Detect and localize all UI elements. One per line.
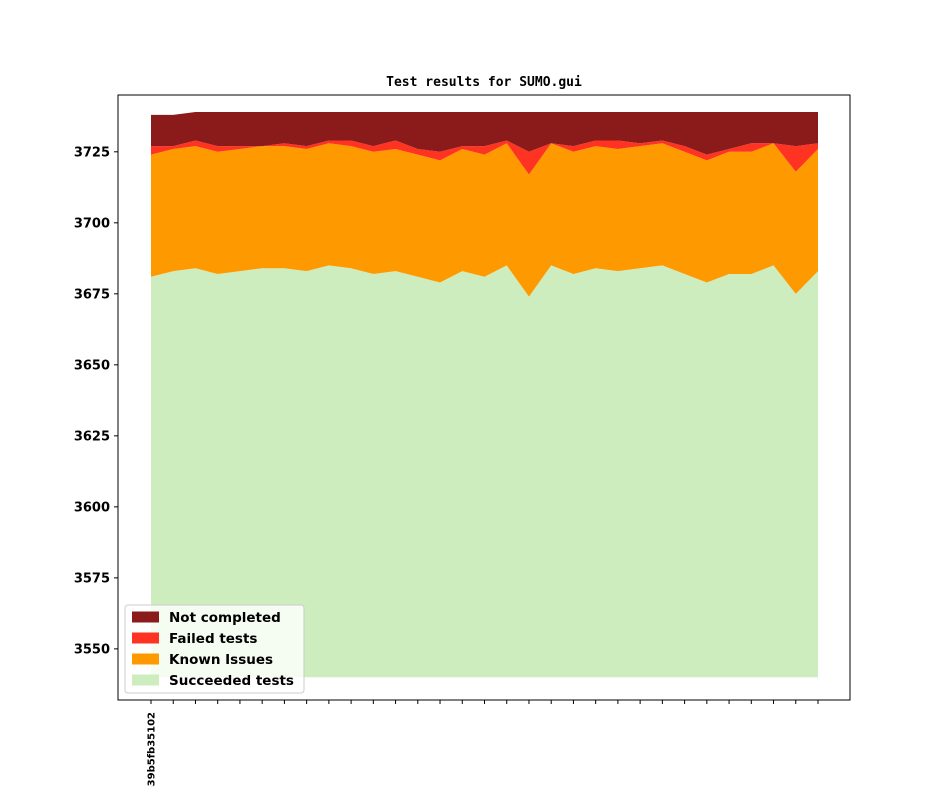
legend-swatch [132, 674, 159, 686]
y-tick-label: 3675 [74, 287, 110, 302]
legend-label: Failed tests [169, 631, 257, 647]
x-tick-label: -39b5fb35102 [147, 712, 158, 787]
chart-title: Test results for SUMO.gui [386, 75, 582, 90]
plot-frame [117, 94, 851, 701]
y-tick-label: 3550 [74, 642, 110, 657]
legend-swatch [132, 611, 159, 623]
y-axis: 3550 3575 3600 3625 3650 3675 3700 3725 [74, 145, 118, 657]
y-tick-label: 3600 [74, 500, 110, 515]
legend-label: Not completed [169, 610, 281, 626]
y-tick-label: 3700 [74, 216, 110, 231]
legend: Not completed Failed tests Known Issues Suc… [124, 604, 305, 694]
legend-box [124, 604, 305, 694]
legend-label: Succeeded tests [169, 673, 294, 689]
area-series-group [151, 112, 818, 678]
area-not-completed [151, 112, 818, 155]
x-axis: -39b5fb35102 [147, 700, 819, 787]
legend-swatch [132, 632, 159, 644]
area-known-issues [151, 143, 818, 297]
y-tick-label: 3625 [74, 429, 110, 444]
legend-swatch [132, 653, 159, 665]
y-tick-label: 3650 [74, 358, 110, 373]
y-tick-label: 3725 [74, 145, 110, 160]
y-tick-label: 3575 [74, 571, 110, 586]
area-succeeded-tests [151, 265, 818, 678]
area-failed-tests [151, 140, 818, 175]
legend-label: Known Issues [169, 652, 273, 668]
